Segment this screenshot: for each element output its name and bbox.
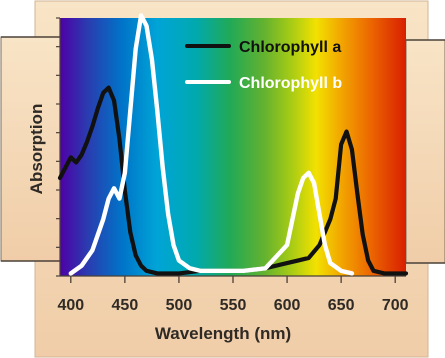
- y-axis-ticks: [56, 17, 60, 277]
- x-axis-label: Wavelength (nm): [155, 324, 291, 343]
- x-tick-label: 550: [220, 297, 247, 314]
- x-tick-label: 400: [57, 297, 84, 314]
- left-tab-panel: [0, 36, 61, 262]
- x-tick-label: 650: [328, 297, 355, 314]
- series-line-chlorophyll-a: [57, 85, 409, 276]
- legend-label: Chlorophyll b: [239, 75, 342, 92]
- right-tab-panel: [405, 39, 445, 264]
- y-axis-label: Absorption: [27, 104, 46, 195]
- series-line-chlorophyll-b: [68, 13, 355, 276]
- series-layer: [57, 13, 409, 276]
- legend: Chlorophyll a Chlorophyll b: [185, 39, 342, 92]
- x-tick-label: 450: [112, 297, 139, 314]
- spectrum-background: [60, 18, 406, 276]
- x-axis-ticks: 400 450 500 550 600 650 700: [57, 276, 409, 314]
- x-tick-label: 600: [274, 297, 301, 314]
- x-tick-label: 700: [382, 297, 409, 314]
- x-tick-label: 500: [166, 297, 193, 314]
- legend-label: Chlorophyll a: [239, 39, 341, 56]
